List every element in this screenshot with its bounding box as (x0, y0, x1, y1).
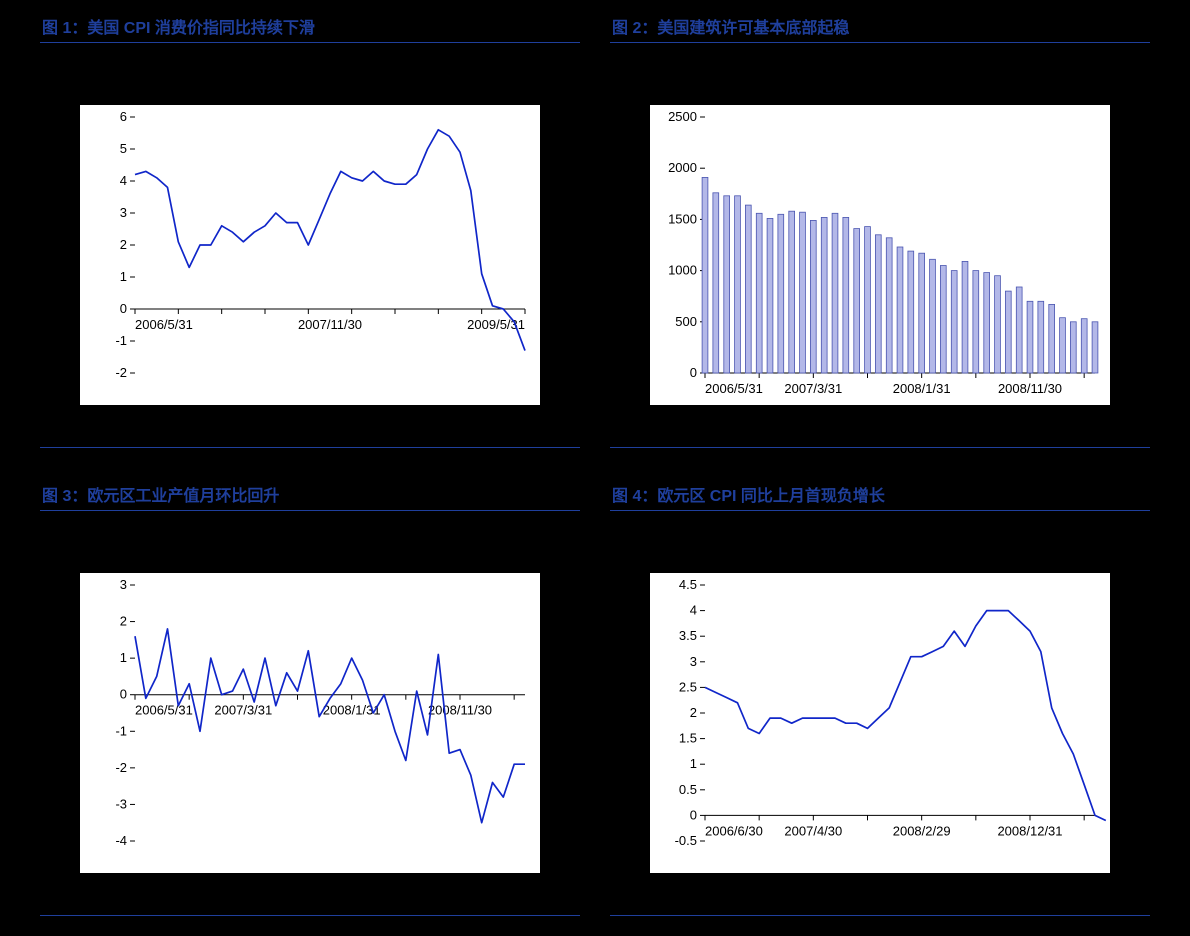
svg-text:4: 4 (120, 173, 127, 188)
panel-1: 图 1：美国 CPI 消费价指同比持续下滑 -2 -1 0 1 2 3 4 5 6 2006/5/… (40, 10, 580, 448)
svg-text:5: 5 (120, 141, 127, 156)
svg-text:0: 0 (120, 301, 127, 316)
svg-text:-1: -1 (115, 333, 127, 348)
svg-text:4: 4 (690, 603, 697, 618)
svg-text:1: 1 (120, 269, 127, 284)
panel-4: 图 4：欧元区 CPI 同比上月首现负增长 -0.5 0 0.5 1 1.5 2 2.5 3 3… (610, 478, 1150, 916)
panel-3-title: 图 3：欧元区工业产值月环比回升 (40, 478, 580, 511)
svg-text:1500: 1500 (668, 211, 697, 226)
chart-grid: 图 1：美国 CPI 消费价指同比持续下滑 -2 -1 0 1 2 3 4 5 6 2006/5/… (0, 0, 1190, 936)
svg-text:4.5: 4.5 (679, 577, 697, 592)
svg-text:2500: 2500 (668, 109, 697, 124)
svg-text:0: 0 (120, 687, 127, 702)
svg-text:2: 2 (120, 614, 127, 629)
svg-text:3: 3 (120, 205, 127, 220)
panel-3-chart: -4-3-2-101232006/5/312007/3/312008/1/312… (40, 537, 580, 909)
svg-text:2008/11/30: 2008/11/30 (998, 381, 1062, 396)
svg-text:2008/11/30: 2008/11/30 (428, 703, 492, 718)
svg-text:-2: -2 (115, 760, 127, 775)
svg-text:2007/3/31: 2007/3/31 (214, 703, 272, 718)
svg-text:2008/2/29: 2008/2/29 (893, 823, 951, 838)
svg-text:2006/6/30: 2006/6/30 (705, 823, 763, 838)
svg-text:-4: -4 (115, 833, 127, 848)
panel-4-chart: -0.5 0 0.5 1 1.5 2 2.5 3 3.5 4 4.5 2006/6/30 2007/4/… (610, 537, 1150, 909)
svg-text:1.5: 1.5 (679, 731, 697, 746)
panel-2: 图 2：美国建筑许可基本底部起稳 0 500 1000 1500 2000 2500 200… (610, 10, 1150, 448)
svg-text:2008/1/31: 2008/1/31 (893, 381, 951, 396)
svg-text:2000: 2000 (668, 160, 697, 175)
svg-text:2006/5/31: 2006/5/31 (705, 381, 763, 396)
svg-text:3: 3 (690, 654, 697, 669)
svg-text:2.5: 2.5 (679, 679, 697, 694)
svg-text:2006/5/31: 2006/5/31 (135, 703, 193, 718)
svg-text:1: 1 (120, 650, 127, 665)
panel-3-rule (40, 915, 580, 916)
panel-4-rule (610, 915, 1150, 916)
panel-2-rule (610, 447, 1150, 448)
panel-4-title: 图 4：欧元区 CPI 同比上月首现负增长 (610, 478, 1150, 511)
panel-1-rule (40, 447, 580, 448)
svg-text:1: 1 (690, 756, 697, 771)
svg-text:2007/11/30: 2007/11/30 (298, 317, 362, 332)
svg-text:-0.5: -0.5 (675, 833, 697, 848)
svg-text:2008/12/31: 2008/12/31 (997, 823, 1062, 838)
svg-text:6: 6 (120, 109, 127, 124)
panel-1-title: 图 1：美国 CPI 消费价指同比持续下滑 (40, 10, 580, 43)
panel-3: 图 3：欧元区工业产值月环比回升 -4 -3 -2 -1 0 1 2 3 2006/5/31 20… (40, 478, 580, 916)
panel-1-chart: -2-101234562006/5/312007/11/302009/5/31 (40, 69, 580, 441)
panel-2-chart: 0 500 1000 1500 2000 2500 2006/5/31 2007/3/31 20… (610, 69, 1150, 441)
svg-text:2006/5/31: 2006/5/31 (135, 317, 193, 332)
svg-text:3: 3 (120, 577, 127, 592)
svg-text:500: 500 (675, 314, 697, 329)
svg-text:-1: -1 (115, 723, 127, 738)
svg-text:0: 0 (690, 365, 697, 380)
svg-text:0: 0 (690, 807, 697, 822)
panel-2-title: 图 2：美国建筑许可基本底部起稳 (610, 10, 1150, 43)
svg-text:2007/3/31: 2007/3/31 (784, 381, 842, 396)
svg-text:-3: -3 (115, 796, 127, 811)
svg-text:1000: 1000 (668, 263, 697, 278)
svg-text:0.5: 0.5 (679, 782, 697, 797)
svg-text:2: 2 (690, 705, 697, 720)
svg-text:3.5: 3.5 (679, 628, 697, 643)
svg-text:2: 2 (120, 237, 127, 252)
svg-text:-2: -2 (115, 365, 127, 380)
svg-text:2007/4/30: 2007/4/30 (784, 823, 842, 838)
